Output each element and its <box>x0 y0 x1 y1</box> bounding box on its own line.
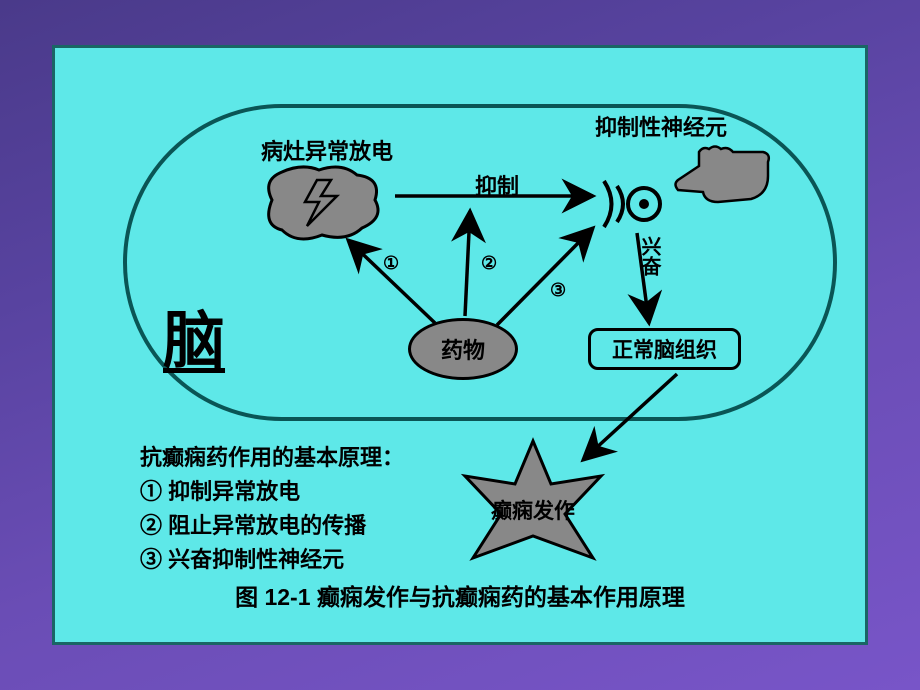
inhibit-label: 抑制 <box>475 169 519 201</box>
principles-title: 抗癫痫药作用的基本原理： <box>140 441 404 475</box>
seizure-label: 癫痫发作 <box>491 499 575 523</box>
excite-label: 兴奋 <box>635 236 664 276</box>
num-1: ① <box>383 253 399 274</box>
arrow-2 <box>465 211 470 316</box>
principle-2: ② 阻止异常放电的传播 <box>140 509 404 543</box>
normal-tissue-box: 正常脑组织 <box>588 328 741 370</box>
normal-tissue-label: 正常脑组织 <box>612 334 717 364</box>
num-2: ② <box>481 253 497 274</box>
principle-1: ① 抑制异常放电 <box>140 475 404 509</box>
figure-caption: 图 12-1 癫痫发作与抗癫痫药的基本作用原理 <box>55 578 865 612</box>
num-3: ③ <box>550 280 566 301</box>
arrow-3 <box>497 228 593 325</box>
seizure-star: 癫痫发作 <box>453 436 613 586</box>
principle-3: ③ 兴奋抑制性神经元 <box>140 543 404 577</box>
principles-block: 抗癫痫药作用的基本原理： ① 抑制异常放电 ② 阻止异常放电的传播 ③ 兴奋抑制… <box>140 441 404 577</box>
diagram-panel: 脑 病灶异常放电 抑制性神经元 药物 抑制 兴奋 ① ② ③ 正常脑组织 <box>52 45 868 645</box>
